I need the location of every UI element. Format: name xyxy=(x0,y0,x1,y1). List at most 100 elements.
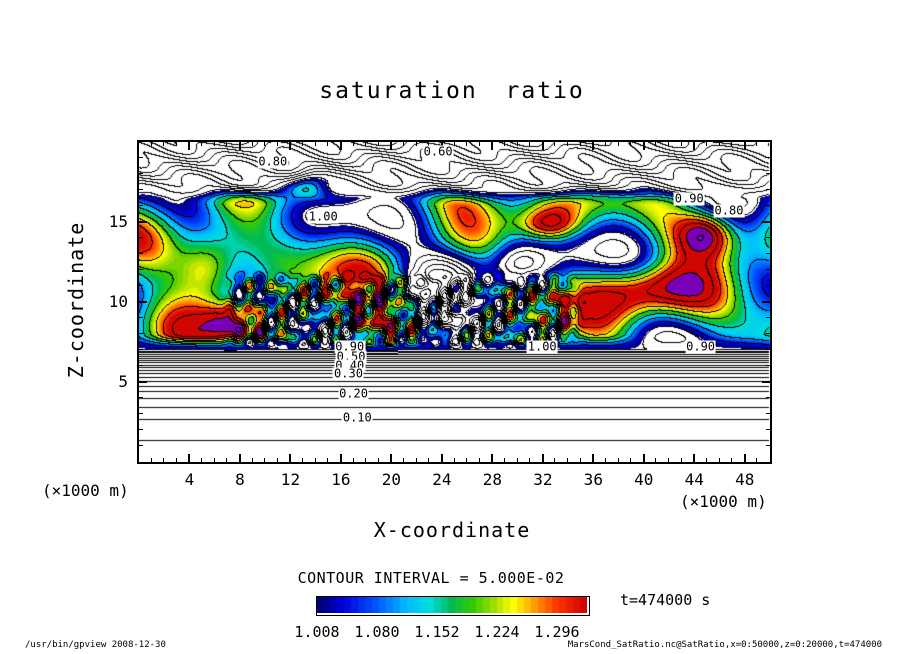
x-tick-mark xyxy=(618,458,619,462)
x-tick-mark xyxy=(567,142,568,146)
x-tick-mark xyxy=(277,142,278,146)
x-tick-mark xyxy=(744,142,746,150)
y-tick-mark xyxy=(139,157,143,158)
x-tick-mark xyxy=(277,458,278,462)
y-tick-mark xyxy=(766,205,770,206)
y-tick-mark xyxy=(762,301,770,303)
x-tick-mark xyxy=(264,458,265,462)
y-tick-mark xyxy=(139,349,143,350)
colorbar-tick-label: 1.008 xyxy=(294,623,340,641)
x-tick-mark xyxy=(239,142,241,150)
x-tick-mark xyxy=(756,458,757,462)
x-tick-mark xyxy=(302,458,303,462)
y-tick-mark xyxy=(139,397,143,398)
x-tick-mark xyxy=(441,454,443,462)
y-tick-mark xyxy=(139,445,143,446)
x-tick-mark xyxy=(252,458,253,462)
y-tick-mark xyxy=(766,253,770,254)
x-tick-mark xyxy=(655,142,656,146)
x-tick-mark xyxy=(327,458,328,462)
x-tick-mark xyxy=(479,458,480,462)
x-tick-mark xyxy=(264,142,265,146)
y-tick-mark xyxy=(766,429,770,430)
x-tick-mark xyxy=(567,458,568,462)
y-tick-mark xyxy=(139,173,143,174)
x-tick-mark xyxy=(403,458,404,462)
colorbar-tick-label: 1.152 xyxy=(414,623,460,641)
x-tick-mark xyxy=(580,458,581,462)
x-tick-mark xyxy=(289,454,291,462)
x-tick-mark xyxy=(731,458,732,462)
x-tick-mark xyxy=(378,458,379,462)
x-tick-mark xyxy=(176,458,177,462)
x-tick-mark xyxy=(151,458,152,462)
contour-label: 0.10 xyxy=(341,410,373,425)
x-tick-mark xyxy=(201,458,202,462)
x-tick-mark xyxy=(618,142,619,146)
x-tick-mark xyxy=(504,142,505,146)
x-tick-label: 36 xyxy=(583,470,603,489)
x-tick-mark xyxy=(605,142,606,146)
x-tick-label: 16 xyxy=(331,470,351,489)
x-tick-mark xyxy=(681,458,682,462)
y-tick-mark xyxy=(766,189,770,190)
y-tick-label: 5 xyxy=(118,372,128,391)
y-tick-mark xyxy=(766,365,770,366)
time-label: t=474000 s xyxy=(620,591,711,609)
x-tick-mark xyxy=(681,142,682,146)
y-tick-mark xyxy=(139,381,147,383)
x-tick-mark xyxy=(529,458,530,462)
contour-label: 0.90 xyxy=(685,339,717,354)
x-tick-mark xyxy=(580,142,581,146)
x-tick-mark xyxy=(529,142,530,146)
x-tick-mark xyxy=(592,142,594,150)
x-tick-mark xyxy=(416,142,417,146)
y-tick-mark xyxy=(139,317,143,318)
y-tick-mark xyxy=(762,381,770,383)
x-tick-label: 20 xyxy=(381,470,402,489)
x-tick-mark xyxy=(517,142,518,146)
x-tick-label: 48 xyxy=(735,470,755,489)
contour-label: 0.20 xyxy=(338,386,369,401)
x-tick-label: 8 xyxy=(235,470,245,489)
y-tick-label: 15 xyxy=(108,212,128,231)
y-tick-mark xyxy=(139,221,147,223)
y-tick-mark xyxy=(139,365,143,366)
colorbar-canvas xyxy=(317,597,587,613)
contour-label: 0.30 xyxy=(333,366,364,381)
x-axis-unit: (×1000 m) xyxy=(680,492,767,511)
x-tick-mark xyxy=(719,458,720,462)
x-tick-mark xyxy=(340,454,342,462)
y-axis-label: Z-coordinate xyxy=(64,221,88,379)
x-tick-mark xyxy=(668,142,669,146)
x-tick-mark xyxy=(163,142,164,146)
x-tick-mark xyxy=(466,458,467,462)
y-axis-unit: (×1000 m) xyxy=(42,481,129,500)
y-tick-label: 10 xyxy=(108,292,128,311)
x-tick-mark xyxy=(630,458,631,462)
x-tick-mark xyxy=(226,142,227,146)
plot-area: 0.60 0.80 1.00 0.90 0.80 1.00 0.90 0.90 0.50 0.40… xyxy=(137,140,772,464)
x-tick-mark xyxy=(188,142,190,150)
x-tick-mark xyxy=(605,458,606,462)
x-tick-mark xyxy=(315,458,316,462)
x-tick-mark xyxy=(542,142,544,150)
contour-label: 0.90 xyxy=(673,191,705,206)
x-tick-mark xyxy=(504,458,505,462)
x-tick-mark xyxy=(390,454,392,462)
x-tick-mark xyxy=(706,458,707,462)
y-tick-mark xyxy=(139,269,143,270)
y-tick-mark xyxy=(766,317,770,318)
y-tick-mark xyxy=(766,173,770,174)
x-tick-mark xyxy=(378,142,379,146)
x-tick-mark xyxy=(315,142,316,146)
contour-label: 0.80 xyxy=(713,203,745,218)
x-tick-mark xyxy=(214,458,215,462)
footer-command: /usr/bin/gpview 2008-12-30 xyxy=(25,640,166,650)
y-tick-mark xyxy=(766,397,770,398)
y-tick-mark xyxy=(139,429,143,430)
y-tick-mark xyxy=(766,333,770,334)
x-tick-mark xyxy=(454,458,455,462)
contour-plot-canvas xyxy=(139,142,770,462)
